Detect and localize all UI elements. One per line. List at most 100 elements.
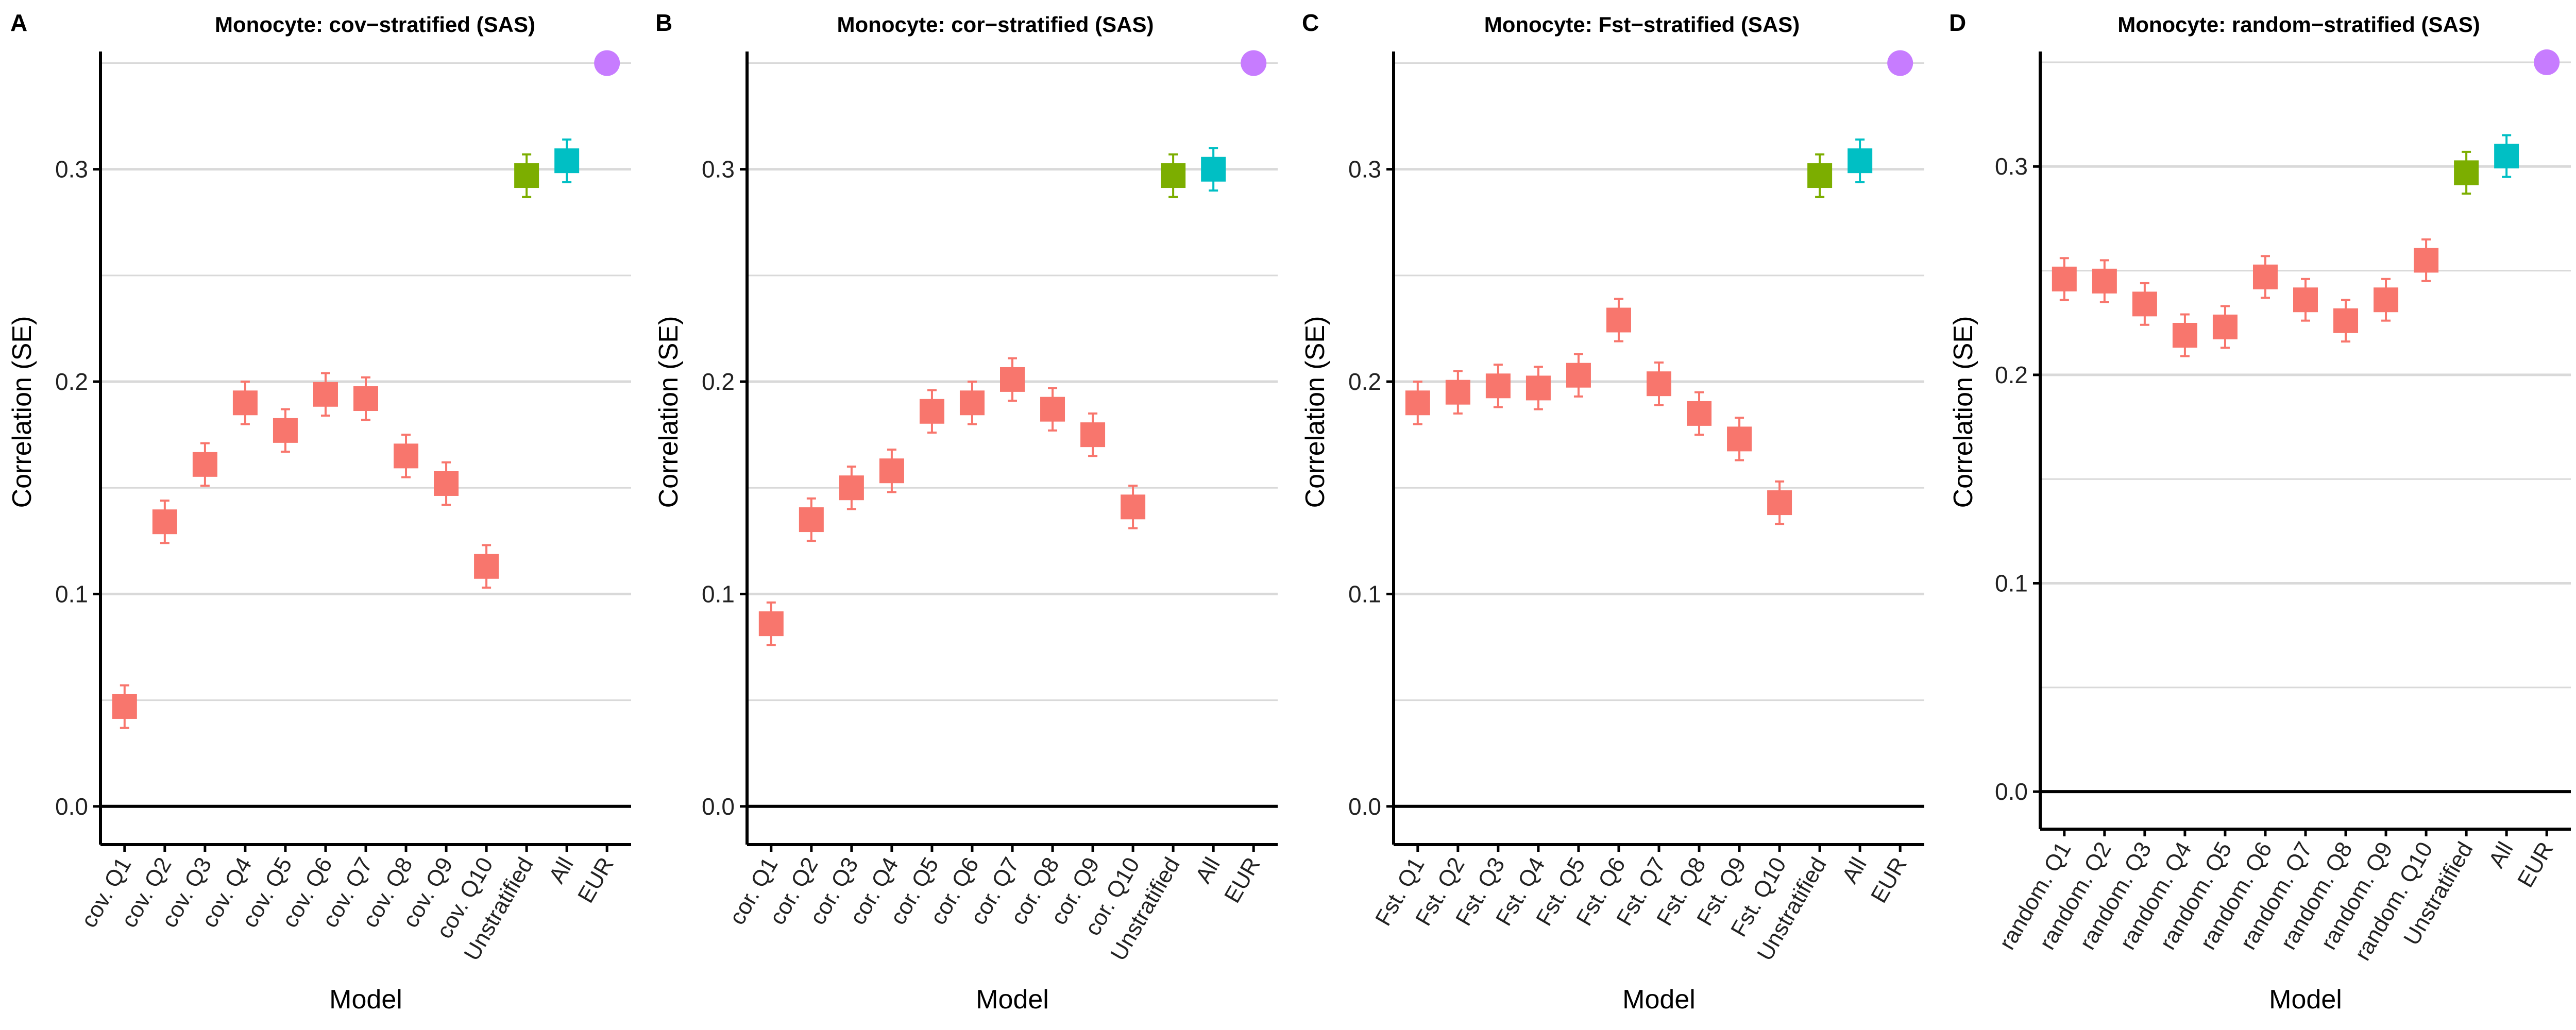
x-tick-label: All bbox=[1191, 853, 1225, 888]
x-tick-label: EUR bbox=[2513, 838, 2558, 892]
data-point bbox=[2172, 323, 2197, 348]
data-point bbox=[2092, 268, 2117, 294]
panel-d: D Monocyte: random−stratified (SAS) 0.0 0… bbox=[1948, 9, 2571, 1015]
data-point bbox=[232, 390, 258, 416]
data-point bbox=[2212, 314, 2238, 339]
data-point bbox=[2454, 160, 2479, 185]
data-point bbox=[2374, 287, 2399, 313]
y-tick-label: 0.0 bbox=[55, 793, 88, 820]
data-point bbox=[594, 50, 620, 76]
panel-title: Monocyte: cov−stratified (SAS) bbox=[215, 12, 535, 37]
y-tick-label: 0.1 bbox=[702, 580, 735, 607]
y-tick-label: 0.3 bbox=[1995, 153, 2028, 180]
y-tick-label: 0.2 bbox=[1348, 368, 1381, 395]
data-point bbox=[1485, 373, 1511, 399]
data-point bbox=[839, 475, 864, 501]
data-point bbox=[554, 148, 580, 174]
data-point bbox=[474, 554, 499, 579]
x-tick-label: All bbox=[2484, 838, 2518, 872]
y-tick-label: 0.3 bbox=[702, 156, 735, 183]
data-point bbox=[919, 399, 944, 424]
y-tick-label: 0.1 bbox=[55, 580, 88, 607]
data-point bbox=[2414, 248, 2439, 273]
data-point bbox=[1445, 380, 1470, 405]
data-point bbox=[1807, 163, 1833, 188]
panel-letter: B bbox=[655, 9, 672, 36]
data-point bbox=[192, 452, 217, 477]
data-point bbox=[1848, 148, 1873, 174]
y-tick-label: 0.0 bbox=[702, 793, 735, 820]
data-point bbox=[1727, 426, 1752, 452]
panel-c: C Monocyte: Fst−stratified (SAS) 0.0 0.1 0… bbox=[1300, 9, 1924, 1015]
y-tick-label: 0.1 bbox=[1995, 570, 2028, 597]
x-tick-label: EUR bbox=[1219, 853, 1265, 907]
data-point bbox=[273, 418, 298, 443]
data-point bbox=[879, 458, 904, 484]
data-point bbox=[2132, 291, 2157, 317]
x-tick-label: EUR bbox=[573, 853, 619, 907]
data-point bbox=[1566, 363, 1591, 388]
data-point bbox=[394, 443, 419, 469]
data-point bbox=[2534, 49, 2560, 75]
data-point bbox=[353, 386, 378, 411]
data-point bbox=[2052, 266, 2077, 291]
data-point bbox=[1121, 494, 1146, 520]
y-tick-label: 0.2 bbox=[702, 368, 735, 395]
data-point bbox=[313, 382, 338, 407]
panel-letter: C bbox=[1302, 9, 1319, 36]
data-point bbox=[1687, 401, 1712, 426]
data-point bbox=[1000, 367, 1025, 392]
y-tick-label: 0.0 bbox=[1995, 778, 2028, 805]
panel-b: B Monocyte: cor−stratified (SAS) 0.0 0.1 0… bbox=[654, 9, 1278, 1015]
y-tick-label: 0.1 bbox=[1348, 580, 1381, 607]
panel-title: Monocyte: cor−stratified (SAS) bbox=[837, 12, 1154, 37]
y-tick-label: 0.3 bbox=[1348, 156, 1381, 183]
y-axis-label: Correlation (SE) bbox=[1300, 316, 1330, 508]
x-axis-label: Model bbox=[976, 985, 1049, 1015]
data-point bbox=[2252, 264, 2278, 289]
y-tick-label: 0.2 bbox=[1995, 362, 2028, 388]
x-axis-label: Model bbox=[2269, 985, 2342, 1015]
panel-a: A Monocyte: cov−stratified (SAS) 0.0 0.1 0… bbox=[7, 9, 631, 1015]
data-point bbox=[152, 509, 177, 535]
data-point bbox=[1647, 371, 1671, 397]
y-tick-label: 0.2 bbox=[55, 368, 88, 395]
data-point bbox=[1201, 157, 1226, 182]
x-tick-label: EUR bbox=[1866, 853, 1912, 907]
y-axis-label: Correlation (SE) bbox=[654, 316, 684, 508]
data-point bbox=[2494, 144, 2519, 169]
data-point bbox=[959, 390, 985, 416]
y-tick-label: 0.0 bbox=[1348, 793, 1381, 820]
data-point bbox=[1767, 490, 1792, 516]
data-point bbox=[758, 611, 784, 637]
data-point bbox=[1526, 375, 1551, 401]
panel-title: Monocyte: random−stratified (SAS) bbox=[2117, 12, 2480, 37]
data-point bbox=[1040, 397, 1065, 422]
data-point bbox=[1241, 50, 1267, 76]
panel-letter: D bbox=[1949, 9, 1966, 36]
data-point bbox=[1606, 307, 1631, 333]
x-axis-label: Model bbox=[329, 985, 402, 1015]
data-point bbox=[2293, 287, 2318, 313]
data-point bbox=[1405, 390, 1430, 416]
data-point bbox=[799, 507, 824, 533]
y-axis-label: Correlation (SE) bbox=[1948, 316, 1978, 508]
x-tick-label: All bbox=[544, 853, 579, 888]
panel-letter: A bbox=[10, 9, 27, 36]
data-point bbox=[1161, 163, 1186, 188]
data-point bbox=[1887, 50, 1913, 76]
data-point bbox=[514, 163, 539, 188]
data-point bbox=[1080, 422, 1106, 448]
data-point bbox=[112, 694, 137, 719]
data-point bbox=[2333, 308, 2359, 333]
data-point bbox=[434, 471, 459, 496]
panel-title: Monocyte: Fst−stratified (SAS) bbox=[1484, 12, 1800, 37]
y-axis-label: Correlation (SE) bbox=[7, 316, 37, 508]
x-tick-label: All bbox=[1837, 853, 1872, 888]
y-tick-label: 0.3 bbox=[55, 156, 88, 183]
